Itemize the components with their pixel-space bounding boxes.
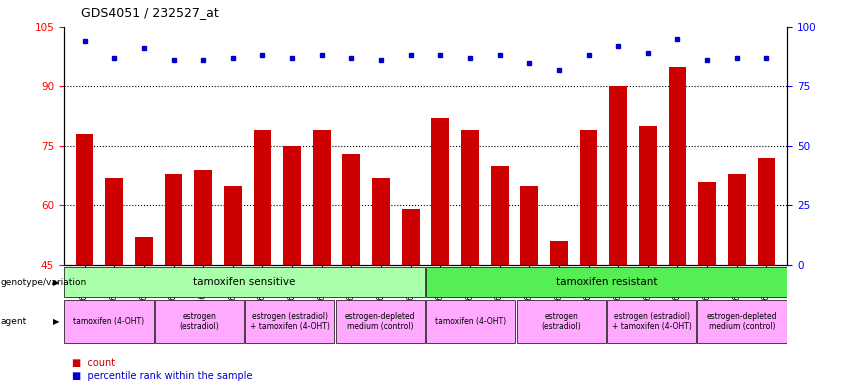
- Bar: [65, 268, 425, 297]
- Bar: [224, 185, 242, 265]
- Bar: [580, 130, 597, 265]
- Text: estrogen (estradiol)
+ tamoxifen (4-OHT): estrogen (estradiol) + tamoxifen (4-OHT): [612, 312, 692, 331]
- Bar: [517, 300, 606, 343]
- Bar: [461, 130, 479, 265]
- Text: GDS4051 / 232527_at: GDS4051 / 232527_at: [81, 6, 219, 19]
- Text: tamoxifen (4-OHT): tamoxifen (4-OHT): [435, 317, 506, 326]
- Text: tamoxifen resistant: tamoxifen resistant: [556, 277, 657, 287]
- Bar: [639, 126, 657, 265]
- Bar: [491, 166, 509, 265]
- Text: ▶: ▶: [53, 317, 60, 326]
- Bar: [254, 130, 271, 265]
- Text: ■  count: ■ count: [72, 358, 116, 368]
- Bar: [313, 130, 331, 265]
- Text: estrogen
(estradiol): estrogen (estradiol): [541, 312, 581, 331]
- Bar: [550, 241, 568, 265]
- Bar: [335, 300, 425, 343]
- Text: estrogen-depleted
medium (control): estrogen-depleted medium (control): [706, 312, 777, 331]
- Text: estrogen-depleted
medium (control): estrogen-depleted medium (control): [345, 312, 415, 331]
- Bar: [283, 146, 301, 265]
- Bar: [155, 300, 244, 343]
- Bar: [342, 154, 360, 265]
- Bar: [431, 118, 449, 265]
- Bar: [164, 174, 182, 265]
- Bar: [697, 300, 786, 343]
- Text: agent: agent: [1, 317, 27, 326]
- Bar: [607, 300, 696, 343]
- Bar: [402, 209, 420, 265]
- Bar: [698, 182, 716, 265]
- Bar: [520, 185, 538, 265]
- Bar: [669, 66, 687, 265]
- Bar: [609, 86, 627, 265]
- Text: estrogen (estradiol)
+ tamoxifen (4-OHT): estrogen (estradiol) + tamoxifen (4-OHT): [250, 312, 330, 331]
- Bar: [728, 174, 745, 265]
- Bar: [245, 300, 334, 343]
- Bar: [106, 178, 123, 265]
- Text: genotype/variation: genotype/variation: [1, 278, 87, 287]
- Bar: [65, 300, 154, 343]
- Text: ■  percentile rank within the sample: ■ percentile rank within the sample: [72, 371, 253, 381]
- Bar: [372, 178, 390, 265]
- Bar: [426, 300, 516, 343]
- Text: ▶: ▶: [53, 278, 60, 287]
- Bar: [426, 268, 786, 297]
- Bar: [135, 237, 153, 265]
- Bar: [76, 134, 94, 265]
- Text: tamoxifen (4-OHT): tamoxifen (4-OHT): [73, 317, 145, 326]
- Text: estrogen
(estradiol): estrogen (estradiol): [180, 312, 220, 331]
- Text: tamoxifen sensitive: tamoxifen sensitive: [193, 277, 296, 287]
- Bar: [194, 170, 212, 265]
- Bar: [757, 158, 775, 265]
